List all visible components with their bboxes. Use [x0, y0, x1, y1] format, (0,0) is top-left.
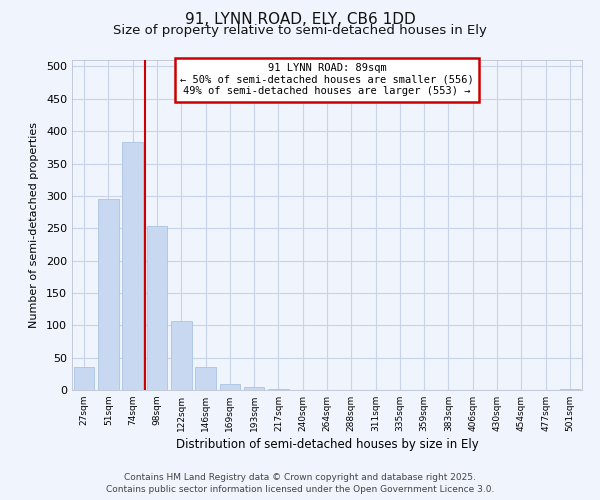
Bar — [74, 368, 94, 390]
Bar — [195, 368, 216, 390]
Bar — [244, 387, 265, 390]
Bar — [268, 388, 289, 390]
Text: Size of property relative to semi-detached houses in Ely: Size of property relative to semi-detach… — [113, 24, 487, 37]
Bar — [146, 226, 167, 390]
Text: 91, LYNN ROAD, ELY, CB6 1DD: 91, LYNN ROAD, ELY, CB6 1DD — [185, 12, 415, 28]
Text: Contains HM Land Registry data © Crown copyright and database right 2025.
Contai: Contains HM Land Registry data © Crown c… — [106, 472, 494, 494]
Text: 91 LYNN ROAD: 89sqm
← 50% of semi-detached houses are smaller (556)
49% of semi-: 91 LYNN ROAD: 89sqm ← 50% of semi-detach… — [180, 64, 474, 96]
Bar — [171, 321, 191, 390]
X-axis label: Distribution of semi-detached houses by size in Ely: Distribution of semi-detached houses by … — [176, 438, 478, 451]
Bar — [220, 384, 240, 390]
Bar — [98, 199, 119, 390]
Bar — [122, 142, 143, 390]
Y-axis label: Number of semi-detached properties: Number of semi-detached properties — [29, 122, 39, 328]
Bar — [560, 388, 580, 390]
